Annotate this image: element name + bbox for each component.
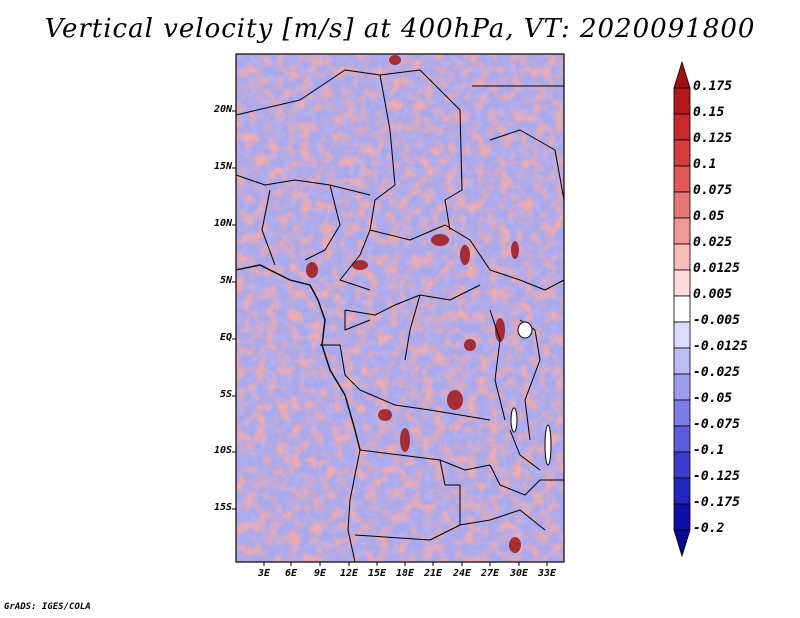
y-label-5n: 5N [219,275,232,286]
y-label-10n: 10N [213,218,232,229]
lakes [510,321,552,466]
colorbar-swatch [673,243,691,271]
colorbar-swatch [673,347,691,375]
cb-label-neg0175: -0.175 [693,495,740,510]
y-label-15n: 15N [213,161,232,172]
cb-label-005: 0.05 [693,209,725,224]
cb-label-neg005: -0.05 [693,391,733,406]
footer-credit: GrADS: IGES/COLA [4,602,91,612]
y-label-20n: 20N [213,104,232,115]
colorbar-max-arrow [673,60,691,89]
y-label-eq: EQ [219,332,232,343]
cb-label-neg0075: -0.075 [693,417,740,432]
y-label-10s: 10S [213,445,232,456]
cb-label-neg02: -0.2 [693,521,725,536]
x-label-9e: 9E [313,568,327,579]
cb-label-015: 0.15 [693,105,725,120]
colorbar-min-arrow [673,529,691,558]
colorbar-swatch [673,451,691,479]
cb-label-0005: 0.005 [693,287,733,302]
colorbar-swatch [673,321,691,349]
cb-label-neg0005: -0.005 [693,313,740,328]
colorbar-swatch [673,503,691,531]
x-label-24e: 24E [452,568,472,579]
cb-label-0175: 0.175 [693,79,733,94]
cb-label-0025: 0.025 [693,235,733,250]
x-label-33e: 33E [537,568,557,579]
cb-label-01: 0.1 [693,157,717,172]
map-field-positive [236,54,564,562]
cb-label-00125: 0.0125 [693,261,740,276]
colorbar-swatch [673,477,691,505]
x-label-21e: 21E [423,568,443,579]
colorbar-swatch [673,373,691,401]
x-label-27e: 27E [480,568,500,579]
x-label-6e: 6E [284,568,298,579]
x-label-3e: 3E [257,568,271,579]
cb-label-neg00125: -0.0125 [693,339,748,354]
x-label-30e: 30E [509,568,529,579]
y-label-5s: 5S [219,389,232,400]
colorbar-swatch [673,399,691,427]
colorbar-swatch [673,165,691,193]
cb-label-neg0025: -0.025 [693,365,740,380]
cb-label-neg0125: -0.125 [693,469,740,484]
x-label-12e: 12E [339,568,359,579]
cb-label-neg01: -0.1 [693,443,725,458]
colorbar-swatch [673,113,691,141]
coastline [236,264,361,451]
colorbar-swatch [673,191,691,219]
colorbar-swatch [673,425,691,453]
colorbar-swatch [673,217,691,245]
x-label-15e: 15E [367,568,387,579]
colorbar-swatch [673,295,691,323]
country-borders [236,69,564,562]
colorbar-swatch [673,87,691,115]
y-label-15s: 15S [213,502,232,513]
cb-label-0075: 0.075 [693,183,733,198]
chart-title: Vertical velocity [m/s] at 400hPa, VT: 2… [44,14,756,44]
axis-ticks [232,110,548,566]
x-label-18e: 18E [395,568,415,579]
colorbar-swatch [673,139,691,167]
strong-updraft-cells [306,55,521,553]
map-frame [235,53,565,563]
cb-label-0125: 0.125 [693,131,733,146]
colorbar-swatch [673,269,691,297]
